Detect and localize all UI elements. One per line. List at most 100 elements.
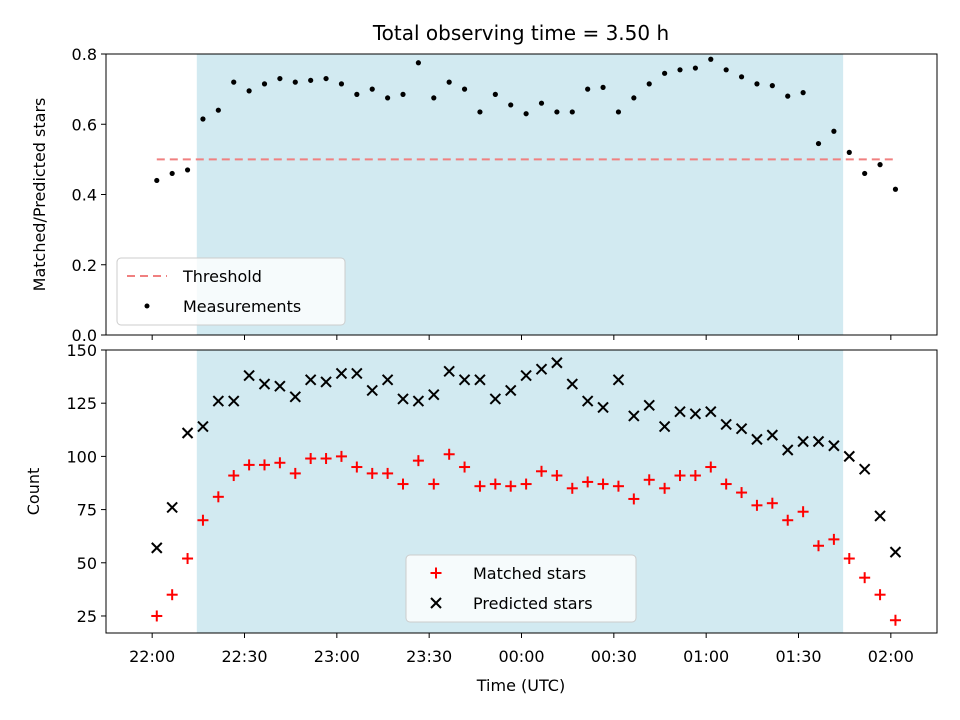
matched-star-point bbox=[689, 470, 701, 482]
predicted-star-point-b bbox=[304, 374, 317, 386]
measurement-point bbox=[831, 128, 837, 134]
measurement-point bbox=[646, 81, 652, 87]
predicted-star-point-b bbox=[520, 369, 532, 382]
matched-star-point bbox=[274, 457, 286, 469]
predicted-star-point-b bbox=[412, 395, 425, 407]
predicted-star-point bbox=[212, 395, 225, 407]
predicted-star-point-b bbox=[151, 542, 163, 554]
measurement-point bbox=[215, 107, 221, 113]
predicted-star-point-b bbox=[181, 427, 194, 439]
measurement-point bbox=[431, 95, 437, 101]
measurement-point bbox=[615, 109, 622, 115]
time-x-tick-label: 01:00 bbox=[683, 647, 729, 666]
matched-star-point bbox=[320, 453, 332, 465]
predicted-star-point bbox=[274, 380, 286, 392]
predicted-star-point-b bbox=[258, 378, 271, 390]
matched-stars-legend-swatch bbox=[430, 567, 442, 579]
measurement-point bbox=[308, 77, 314, 83]
measurement-point bbox=[184, 167, 191, 173]
measurements-legend-label: Measurements bbox=[183, 297, 301, 316]
matched-star-point bbox=[166, 589, 178, 601]
predicted-star-point bbox=[258, 378, 271, 390]
predicted-star-point bbox=[874, 510, 886, 522]
matched-star-point bbox=[874, 589, 886, 601]
predicted-star-point bbox=[889, 546, 902, 558]
predicted-star-point bbox=[304, 374, 317, 386]
threshold-legend-label: Threshold bbox=[182, 267, 262, 286]
predicted-star-point-b bbox=[428, 388, 440, 401]
predicted-star-point-b bbox=[274, 380, 286, 392]
matched-star-point bbox=[889, 614, 901, 626]
predicted-star-point bbox=[320, 376, 332, 388]
predicted-star-point-b bbox=[705, 405, 717, 418]
predicted-star-point-b bbox=[658, 420, 671, 433]
predicted-star-point-b bbox=[597, 401, 609, 414]
matched-star-point bbox=[659, 482, 671, 494]
count-legend-box bbox=[405, 554, 637, 623]
predicted-star-point bbox=[566, 378, 578, 390]
matched-star-point bbox=[259, 459, 271, 471]
predicted-star-point-b bbox=[335, 367, 348, 380]
matched-star-point bbox=[705, 461, 717, 473]
matched-star-point bbox=[443, 448, 455, 460]
matched-star-point bbox=[582, 476, 594, 488]
predicted-star-point bbox=[751, 433, 763, 446]
predicted-star-point bbox=[782, 444, 794, 456]
measurement-point bbox=[385, 95, 391, 101]
predicted-star-point bbox=[735, 423, 748, 435]
measurement-point bbox=[338, 81, 345, 87]
predicted-star-point-b bbox=[228, 395, 240, 407]
predicted-star-point-b bbox=[289, 391, 301, 403]
measurements-legend-swatch bbox=[144, 303, 150, 309]
predicted-star-point bbox=[858, 463, 871, 475]
matched-star-point bbox=[474, 480, 486, 492]
count-y-tick-label: 100 bbox=[66, 447, 97, 466]
predicted-star-point bbox=[812, 435, 825, 448]
predicted-star-point-b bbox=[782, 444, 794, 456]
predicted-star-point bbox=[243, 369, 255, 382]
time-x-tick-label: 00:30 bbox=[591, 647, 637, 666]
predicted-star-point-b bbox=[551, 357, 563, 369]
matched-legend-marker bbox=[430, 567, 442, 579]
predicted-legend-marker bbox=[430, 597, 442, 609]
predicted-star-point-b bbox=[674, 405, 686, 418]
count-plot-frame bbox=[105, 349, 938, 634]
ratio-legend-box bbox=[116, 257, 346, 326]
measurement-point bbox=[877, 162, 883, 168]
time-x-tick-label: 00:00 bbox=[498, 647, 544, 666]
time-x-tick-label: 23:00 bbox=[314, 647, 360, 666]
matched-star-point bbox=[505, 480, 517, 492]
measurement-point bbox=[585, 86, 591, 92]
matched-star-point bbox=[489, 478, 501, 490]
chart-title: Total observing time = 3.50 h bbox=[372, 21, 669, 45]
time-x-label: Time (UTC) bbox=[476, 676, 565, 695]
matched-star-point bbox=[643, 474, 655, 486]
predicted-star-point bbox=[428, 388, 440, 401]
measurement-point bbox=[815, 140, 822, 147]
measurement-point bbox=[692, 65, 698, 71]
matched-star-point bbox=[536, 465, 548, 477]
measurement-point bbox=[461, 86, 468, 92]
time-x-tick-label: 01:30 bbox=[775, 647, 821, 666]
matched-stars-points bbox=[151, 448, 901, 626]
predicted-star-point-b bbox=[474, 374, 486, 386]
predicted-stars-points bbox=[151, 357, 902, 558]
measurement-point bbox=[631, 95, 637, 101]
predicted-star-point bbox=[766, 429, 779, 441]
predicted-star-point-b bbox=[197, 420, 209, 433]
measurement-point bbox=[415, 60, 421, 66]
predicted-star-point bbox=[520, 369, 532, 382]
measurement-point bbox=[554, 109, 560, 115]
predicted-star-point bbox=[581, 395, 594, 407]
predicted-star-point-b bbox=[212, 395, 225, 407]
matched-star-point bbox=[566, 482, 578, 494]
measurement-point bbox=[323, 75, 329, 82]
matched-star-point bbox=[674, 470, 686, 482]
count-y-axis: 25 50 75 100 125 150 bbox=[66, 341, 106, 626]
measurement-point bbox=[846, 149, 852, 155]
matched-star-point bbox=[351, 461, 363, 473]
ratio-y-tick-label: 0.8 bbox=[72, 45, 97, 64]
predicted-star-point-b bbox=[828, 440, 840, 452]
matched-star-point bbox=[782, 514, 794, 526]
predicted-star-point-b bbox=[505, 384, 517, 397]
